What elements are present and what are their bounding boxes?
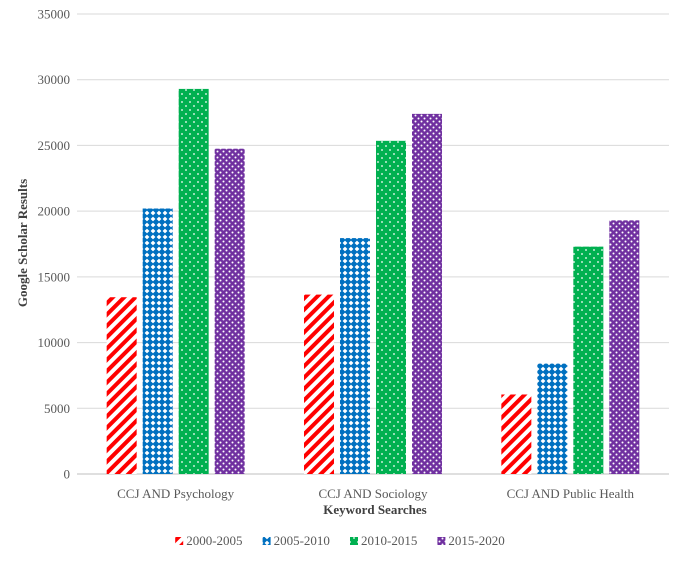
legend-label: 2005-2010 [274,533,330,548]
y-tick-label: 5000 [44,401,70,416]
y-tick-label: 0 [64,467,71,482]
y-tick-label: 25000 [38,138,71,153]
bar-2010-2015-ccj-and-public-health [573,246,604,474]
bar-2000-2005-ccj-and-public-health [501,394,532,474]
legend-swatch [262,537,271,545]
legend-label: 2000-2005 [186,533,242,548]
bar-2015-2020-ccj-and-psychology [214,148,245,474]
legend-swatch [437,537,446,545]
legend-swatch [175,537,184,545]
bar-2000-2005-ccj-and-psychology [106,297,137,474]
x-category-label: CCJ AND Public Health [507,486,635,501]
bar-2005-2010-ccj-and-psychology [142,208,173,474]
legend-swatch [350,537,358,545]
x-category-label: CCJ AND Psychology [117,486,235,501]
x-axis-title: Keyword Searches [323,502,426,517]
y-axis-ticks: 0 5000 10000 15000 20000 25000 30000 35000 [38,7,71,482]
bar-2005-2010-ccj-and-public-health [537,363,568,474]
y-tick-label: 10000 [38,335,71,350]
x-axis-categories: CCJ AND Psychology CCJ AND Sociology CCJ A… [117,486,634,501]
x-category-label: CCJ AND Sociology [318,486,428,501]
y-axis-title: Google Scholar Results [15,179,30,307]
bar-2005-2010-ccj-and-sociology [340,238,370,474]
legend: 2000-2005 2005-2010 2010-2015 2015-2020 [175,533,505,548]
bars [106,88,640,475]
y-tick-label: 20000 [38,204,71,219]
y-tick-label: 35000 [38,7,71,22]
bar-2015-2020-ccj-and-public-health [609,220,640,474]
legend-label: 2010-2015 [361,533,417,548]
legend-label: 2015-2020 [448,533,504,548]
gridlines [77,13,669,475]
bar-2010-2015-ccj-and-psychology [178,88,209,475]
bar-2015-2020-ccj-and-sociology [412,113,442,474]
bar-2010-2015-ccj-and-sociology [376,140,406,475]
y-tick-label: 15000 [38,269,71,284]
y-tick-label: 30000 [38,72,71,87]
bar-2000-2005-ccj-and-sociology [304,294,334,474]
